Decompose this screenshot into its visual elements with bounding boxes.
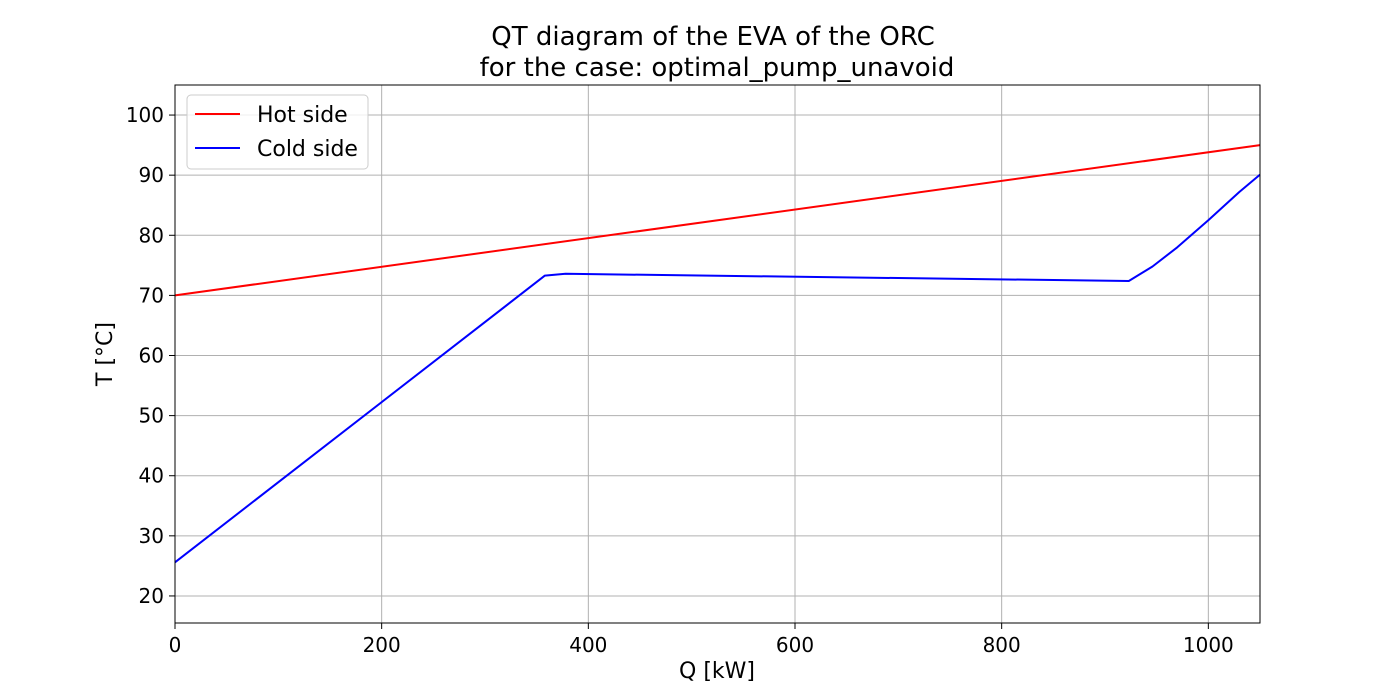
- y-tick-label: 80: [139, 223, 164, 247]
- series-line-cold-side: [174, 173, 1261, 564]
- x-axis-label: Q [kW]: [679, 659, 755, 684]
- y-tick-label: 50: [139, 404, 164, 428]
- plot-series: [174, 144, 1261, 564]
- y-tick-label: 90: [139, 163, 164, 187]
- y-tick-label: 100: [126, 103, 164, 127]
- legend-label-cold-side: Cold side: [257, 137, 358, 162]
- y-tick-label: 20: [139, 584, 164, 608]
- x-tick-label: 800: [983, 633, 1021, 657]
- grid: [174, 85, 1260, 623]
- x-tick-label: 0: [169, 633, 182, 657]
- x-tick-label: 600: [776, 633, 814, 657]
- x-tick-label: 400: [569, 633, 607, 657]
- y-tick-label: 60: [139, 344, 164, 368]
- chart-title-line-2: for the case: optimal_pump_unavoid: [480, 53, 955, 83]
- y-tick-label: 70: [139, 283, 164, 307]
- y-tick-label: 40: [139, 464, 164, 488]
- plot-frame: [174, 84, 1261, 624]
- chart-title-line-1: QT diagram of the EVA of the ORC: [491, 22, 935, 52]
- legend-label-hot-side: Hot side: [257, 103, 348, 128]
- y-tick-label: 30: [139, 524, 164, 548]
- legend: Hot side Cold side: [186, 94, 369, 170]
- series-line-hot-side: [174, 144, 1261, 297]
- x-tick-label: 1000: [1183, 633, 1234, 657]
- axis-ticks: 0 200 400 600 800 1000 20 30 40 50 60 70 80 90 100: [126, 103, 1234, 657]
- x-tick-label: 200: [363, 633, 401, 657]
- y-axis-label: T [°C]: [93, 322, 118, 387]
